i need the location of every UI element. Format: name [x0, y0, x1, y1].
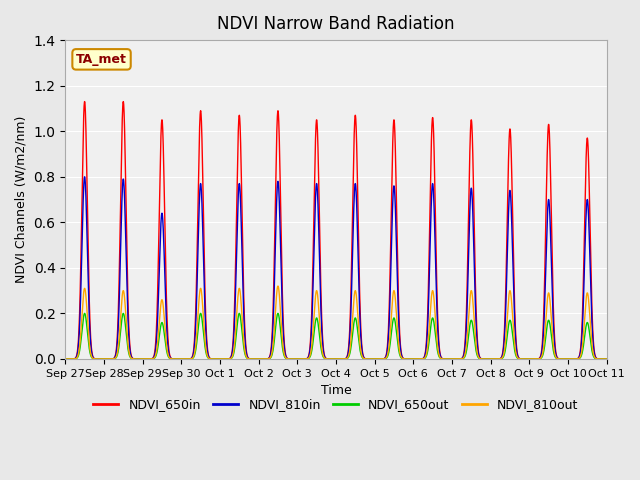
NDVI_650in [120, 99, 127, 105]
Legend: NDVI_650in, NDVI_810in, NDVI_650out, NDVI_810out: NDVI_650in, NDVI_810in, NDVI_650out, NDV… [88, 394, 584, 417]
NDVI_650in [61, 356, 69, 362]
NDVI_810out [61, 356, 69, 362]
NDVI_810in [120, 176, 127, 182]
NDVI_810in [549, 316, 557, 322]
NDVI_810in [603, 356, 611, 362]
NDVI_810in [410, 356, 417, 362]
Line: NDVI_650in: NDVI_650in [65, 102, 607, 359]
NDVI_650out [81, 311, 88, 316]
NDVI_810out [119, 288, 127, 294]
NDVI_650in [272, 175, 280, 180]
NDVI_650out [61, 356, 69, 362]
NDVI_810out [478, 356, 486, 362]
NDVI_650in [293, 356, 301, 362]
NDVI_650in [410, 356, 417, 362]
NDVI_810out [410, 356, 417, 362]
NDVI_810out [293, 356, 301, 362]
NDVI_810out [272, 305, 280, 311]
NDVI_650out [549, 347, 557, 352]
Line: NDVI_810out: NDVI_810out [65, 286, 607, 359]
NDVI_650out [603, 356, 611, 362]
Line: NDVI_810in: NDVI_810in [65, 177, 607, 359]
NDVI_650in [81, 99, 88, 105]
NDVI_650out [478, 356, 486, 362]
NDVI_810in [61, 356, 69, 362]
NDVI_650out [272, 323, 280, 328]
NDVI_810in [81, 174, 88, 180]
NDVI_650in [478, 356, 486, 362]
NDVI_650out [293, 356, 301, 362]
Title: NDVI Narrow Band Radiation: NDVI Narrow Band Radiation [217, 15, 454, 33]
NDVI_810out [549, 339, 557, 345]
NDVI_810out [603, 356, 611, 362]
X-axis label: Time: Time [321, 384, 351, 397]
Y-axis label: NDVI Channels (W/m2/nm): NDVI Channels (W/m2/nm) [15, 116, 28, 283]
NDVI_810in [293, 356, 301, 362]
NDVI_810in [478, 356, 486, 362]
NDVI_650in [549, 297, 557, 303]
NDVI_650out [410, 356, 417, 362]
NDVI_810in [272, 226, 280, 232]
Text: TA_met: TA_met [76, 53, 127, 66]
NDVI_810out [274, 283, 282, 289]
NDVI_650in [603, 356, 611, 362]
NDVI_650out [120, 311, 127, 316]
Line: NDVI_650out: NDVI_650out [65, 313, 607, 359]
